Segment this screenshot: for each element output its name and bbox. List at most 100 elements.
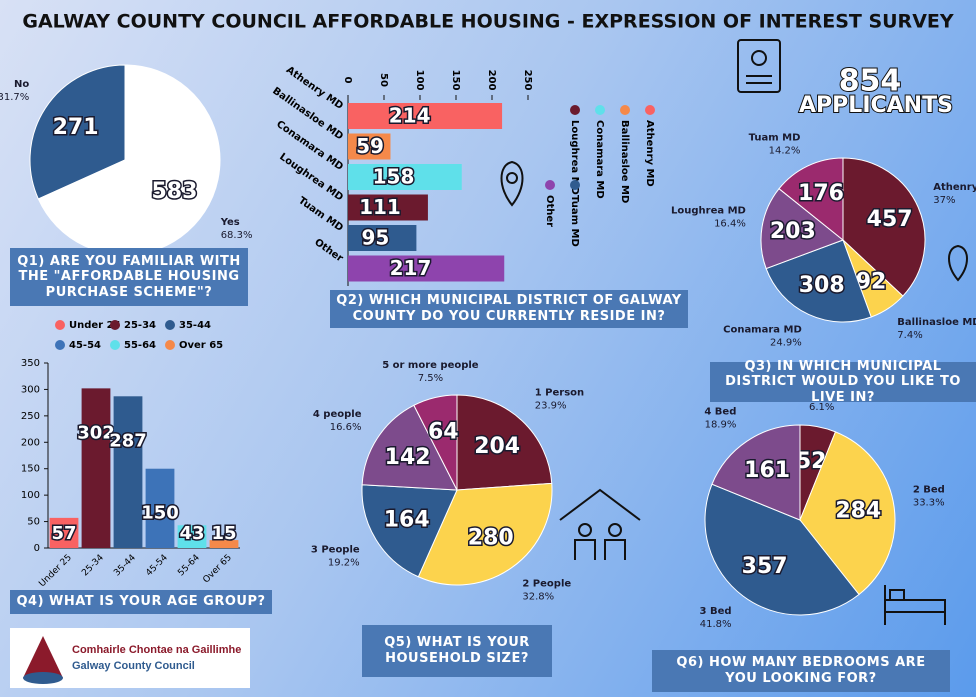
pie-slice [842,157,926,297]
logo-english: Galway County Council [72,660,195,672]
x-tick-label: 50 [378,73,389,87]
bar [348,255,505,282]
bar-value-label: 214 [389,104,431,128]
slice-category-label: Tuam MD [749,132,801,143]
bar-value-label: 15 [211,523,236,544]
slice-category-label: 3 Bed [700,606,732,617]
bar-value-label: 217 [390,256,432,280]
slice-percent-label: 19.2% [328,557,360,568]
legend-swatch [570,180,580,190]
slice-value-label: 161 [744,458,790,483]
legend-swatch [595,105,605,115]
q5-title: Q5) WHAT IS YOUR HOUSEHOLD SIZE? [362,625,552,677]
bar [209,540,239,548]
bar [145,468,175,548]
pie-slice [417,482,553,586]
y-tick-label: 100 [21,490,40,501]
y-tick-label: 200 [21,437,40,448]
slice-value-label: 203 [770,219,816,244]
slice-percent-label: 7.4% [897,330,922,341]
legend-label: 55-64 [124,340,156,351]
slice-category-label: Loughrea MD [671,205,746,216]
slice-percent-label: 68.3% [221,230,253,241]
legend-label: 45-54 [69,340,101,351]
slice-value-label: 308 [799,273,845,298]
bar [348,164,462,190]
q4-title: Q4) WHAT IS YOUR AGE GROUP? [10,590,272,614]
legend-swatch [165,320,175,330]
bar-value-label: 95 [361,226,389,250]
bar [348,103,503,129]
slice-value-label: 271 [53,115,99,140]
pie-slice [361,484,458,578]
slice-percent-label: 33.3% [913,498,945,509]
legend-swatch [55,320,65,330]
bar [348,133,391,160]
x-tick-label: 55-64 [176,553,202,579]
slice-category-label: Yes [220,217,240,228]
legend-label: Under 25 [69,320,121,331]
legend-swatch [570,105,580,115]
pie-slice [799,431,896,596]
legend-label: Tuam MD [569,195,580,247]
pin-icon [500,160,968,282]
bar-value-label: 158 [373,165,415,189]
legend-label: 25-34 [124,320,156,331]
x-tick-label: 150 [450,70,461,91]
pie-slice [778,157,844,242]
x-tick-label: 25-34 [80,553,106,579]
x-tick-label: 200 [486,70,497,91]
slice-percent-label: 41.8% [700,619,732,630]
slice-percent-label: 23.9% [535,401,567,412]
form-icon [737,39,781,93]
pie-slice [704,483,860,616]
x-tick-label: 45-54 [144,553,170,579]
slice-category-label: 2 People [522,578,571,589]
x-tick-label: Over 65 [201,553,234,586]
bar [49,517,79,548]
house-icon [559,488,641,560]
x-tick-label: 100 [414,70,425,91]
legend-label: Loughrea MD [569,120,580,195]
bar-value-label: 302 [77,422,115,443]
pie-slice [711,424,801,521]
slice-percent-label: 24.9% [770,337,802,348]
slice-category-label: No [14,79,29,90]
slice-percent-label: 7.5% [418,373,443,384]
bar [113,396,143,548]
legend-label: Conamara MD [594,120,605,199]
logo-irish: Comhairle Chontae na Gaillimhe [72,644,242,656]
q1-title: Q1) ARE YOU FAMILIAR WITH THE "AFFORDABL… [10,248,248,306]
y-tick-label: 350 [21,358,40,369]
legend-swatch [110,320,120,330]
legend-swatch [545,180,555,190]
y-tick-label: 300 [21,384,40,395]
bar-value-label: 43 [179,523,204,544]
slice-percent-label: 16.6% [330,422,362,433]
legend-swatch [620,105,630,115]
slice-value-label: 204 [474,434,520,459]
slice-category-label: 4 Bed [704,406,736,417]
pie-slice [29,64,126,200]
slice-percent-label: 6.1% [809,402,834,413]
slice-category-label: Ballinasloe MD [897,317,976,328]
legend-swatch [110,340,120,350]
slice-value-label: 176 [798,181,844,206]
x-tick-label: 250 [522,70,533,91]
slice-percent-label: 14.2% [769,145,801,156]
legend-label: Ballinasloe MD [619,120,630,203]
bed-icon [884,585,946,625]
page-title: GALWAY COUNTY COUNCIL AFFORDABLE HOUSING… [22,11,954,33]
applicants-label: APPLICANTS [799,93,953,118]
logo-crest [23,636,63,684]
slice-value-label: 284 [835,499,881,524]
y-tick-label: 250 [21,411,40,422]
pie-slice [760,187,845,270]
pie-slice [361,404,458,491]
applicants-count: 854 [839,64,902,99]
q3-title: Q3) IN WHICH MUNICIPAL DISTRICT WOULD YO… [710,359,976,405]
slice-value-label: 92 [856,269,887,294]
slice-percent-label: 31.7% [0,92,29,103]
y-tick-label: 150 [21,464,40,475]
